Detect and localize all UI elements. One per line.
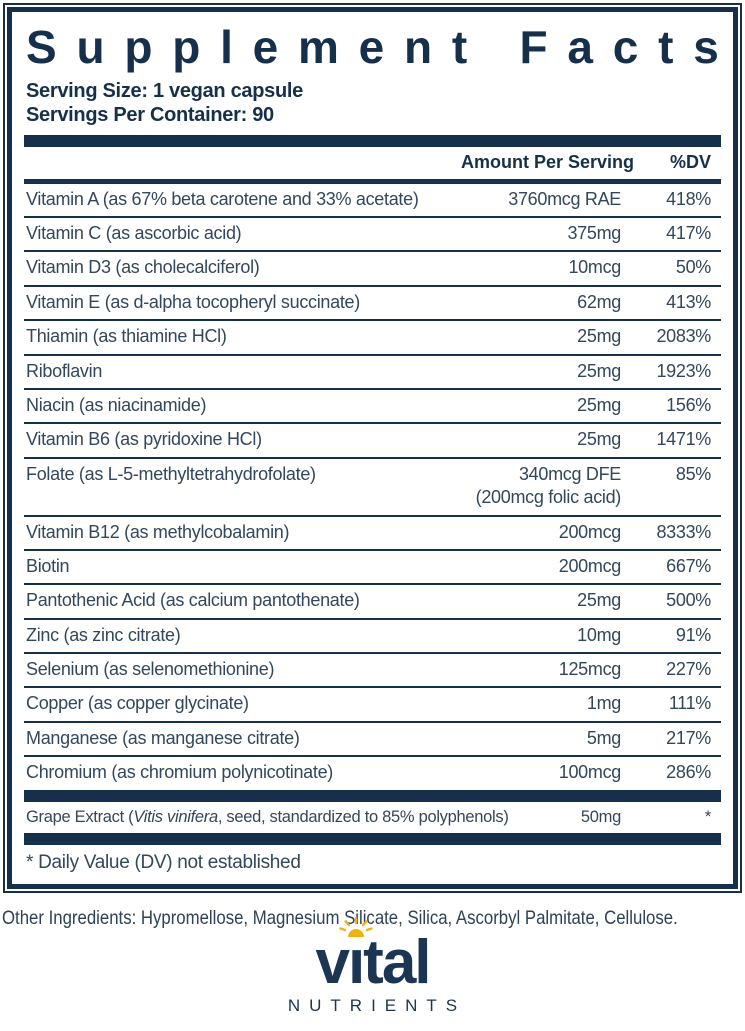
row-amount-secondary: (200mcg folic acid) xyxy=(475,487,622,508)
row-dv: 1471% xyxy=(656,429,711,450)
header-separator-line xyxy=(24,178,721,184)
row-amount: 200mcg xyxy=(558,555,622,576)
row-amount: 3760mcg RAE xyxy=(508,188,621,209)
row-dv: 227% xyxy=(666,659,711,680)
row-dv: 500% xyxy=(666,590,711,611)
serving-size: Serving Size: 1 vegan capsule xyxy=(26,79,303,102)
row-amount: 25mg xyxy=(577,590,621,611)
brand-logo-wordmark: vı tal xyxy=(315,917,432,994)
daily-value-footnote: * Daily Value (DV) not established xyxy=(26,851,301,873)
row-name: Vitamin E (as d-alpha tocopheryl succina… xyxy=(26,291,360,312)
table-row: Vitamin E (as d-alpha tocopheryl succina… xyxy=(24,287,721,322)
row-dv: 85% xyxy=(675,463,711,484)
row-amount: 340mcg DFE (200mcg folic acid) xyxy=(461,463,622,510)
row-dv: 2083% xyxy=(656,326,711,347)
divider-bar-extract-bottom xyxy=(24,832,721,845)
column-header-dv: %DV xyxy=(669,152,711,173)
table-row: Selenium (as selenomethionine) 125mcg 227% xyxy=(24,654,721,689)
row-name: Grape Extract (Vitis vinifera, seed, sta… xyxy=(26,807,509,826)
table-row: Manganese (as manganese citrate) 5mg 217% xyxy=(24,723,721,758)
row-name: Biotin xyxy=(26,555,70,576)
row-name: Riboflavin xyxy=(26,360,103,381)
row-amount: 125mcg xyxy=(558,659,622,680)
table-row: Copper (as copper glycinate) 1mg 111% xyxy=(24,688,721,723)
table-row: Zinc (as zinc citrate) 10mg 91% xyxy=(24,620,721,655)
row-name: Vitamin B6 (as pyridoxine HCl) xyxy=(26,429,262,450)
divider-bar-top xyxy=(24,134,721,147)
row-amount: 100mcg xyxy=(558,762,622,783)
row-amount: 25mg xyxy=(577,429,621,450)
row-amount: 5mg xyxy=(586,727,621,748)
table-row: Vitamin D3 (as cholecalciferol) 10mcg 50% xyxy=(24,252,721,287)
row-dv: 111% xyxy=(668,693,711,714)
row-dv: 286% xyxy=(666,762,711,783)
row-dv: 413% xyxy=(666,291,711,312)
facts-table-body: Vitamin A (as 67% beta carotene and 33% … xyxy=(24,184,721,790)
table-row: Biotin 200mcg 667% xyxy=(24,551,721,586)
serving-info: Serving Size: 1 vegan capsule Servings P… xyxy=(24,79,721,135)
row-name: Vitamin D3 (as cholecalciferol) xyxy=(26,257,260,278)
table-row: Thiamin (as thiamine HCl) 25mg 2083% xyxy=(24,321,721,356)
row-amount: 62mg xyxy=(577,291,621,312)
table-row: Vitamin C (as ascorbic acid) 375mg 417% xyxy=(24,218,721,253)
divider-bar-extract-top xyxy=(24,789,721,802)
row-name: Folate (as L-5-methyltetrahydrofolate) xyxy=(26,463,316,484)
brand-logo: vı tal NUTRIENTS xyxy=(0,917,745,1016)
row-name: Pantothenic Acid (as calcium pantothenat… xyxy=(26,590,360,611)
servings-per-container: Servings Per Container: 90 xyxy=(26,103,274,126)
row-amount: 200mcg xyxy=(558,521,622,542)
row-dv: 156% xyxy=(666,394,711,415)
table-row: Pantothenic Acid (as calcium pantothenat… xyxy=(24,585,721,620)
row-name: Selenium (as selenomethionine) xyxy=(26,659,275,680)
botanical-name-italic: Vitis vinifera xyxy=(133,807,218,826)
column-header-amount: Amount Per Serving xyxy=(461,152,635,173)
row-name: Manganese (as manganese citrate) xyxy=(26,727,300,748)
row-name: Chromium (as chromium polynicotinate) xyxy=(26,762,334,783)
other-ingredients: Other Ingredients: Hypromellose, Magnesi… xyxy=(2,906,678,929)
row-amount: 10mcg xyxy=(568,257,621,278)
row-amount: 25mg xyxy=(577,394,621,415)
row-dv: 8333% xyxy=(656,521,711,542)
table-row: Vitamin A (as 67% beta carotene and 33% … xyxy=(24,184,721,218)
row-name: Vitamin A (as 67% beta carotene and 33% … xyxy=(26,188,419,209)
row-dv: 417% xyxy=(666,222,711,243)
row-dv: 217% xyxy=(666,727,711,748)
row-dv: * xyxy=(704,807,711,826)
row-dv: 667% xyxy=(666,555,711,576)
row-amount: 25mg xyxy=(577,360,621,381)
table-row: Chromium (as chromium polynicotinate) 100… xyxy=(24,757,721,789)
row-amount: 10mg xyxy=(577,624,621,645)
table-row: Folate (as L-5-methyltetrahydrofolate) 34… xyxy=(24,459,721,517)
row-amount: 25mg xyxy=(577,326,621,347)
table-row-grape-extract: Grape Extract (Vitis vinifera, seed, sta… xyxy=(24,802,721,833)
row-dv: 91% xyxy=(675,624,711,645)
row-dv: 50% xyxy=(675,257,711,278)
column-header-row: Amount Per Serving %DV xyxy=(24,147,721,179)
table-row: Niacin (as niacinamide) 25mg 156% xyxy=(24,390,721,425)
row-name: Zinc (as zinc citrate) xyxy=(26,624,181,645)
table-row: Riboflavin 25mg 1923% xyxy=(24,356,721,390)
row-amount: 1mg xyxy=(586,693,621,714)
row-dv: 1923% xyxy=(656,360,711,381)
table-row: Vitamin B12 (as methylcobalamin) 200mcg 83… xyxy=(24,517,721,551)
row-name: Vitamin C (as ascorbic acid) xyxy=(26,222,242,243)
table-row: Vitamin B6 (as pyridoxine HCl) 25mg 1471% xyxy=(24,424,721,459)
row-dv: 418% xyxy=(666,188,711,209)
row-name: Thiamin (as thiamine HCl) xyxy=(26,326,227,347)
row-name: Vitamin B12 (as methylcobalamin) xyxy=(26,521,290,542)
brand-logo-subtext: NUTRIENTS xyxy=(287,996,467,1015)
row-name: Niacin (as niacinamide) xyxy=(26,394,207,415)
row-amount: 50mg xyxy=(580,807,621,826)
row-name: Copper (as copper glycinate) xyxy=(26,693,249,714)
row-amount: 375mg xyxy=(567,222,621,243)
sun-rays-icon xyxy=(338,917,373,937)
